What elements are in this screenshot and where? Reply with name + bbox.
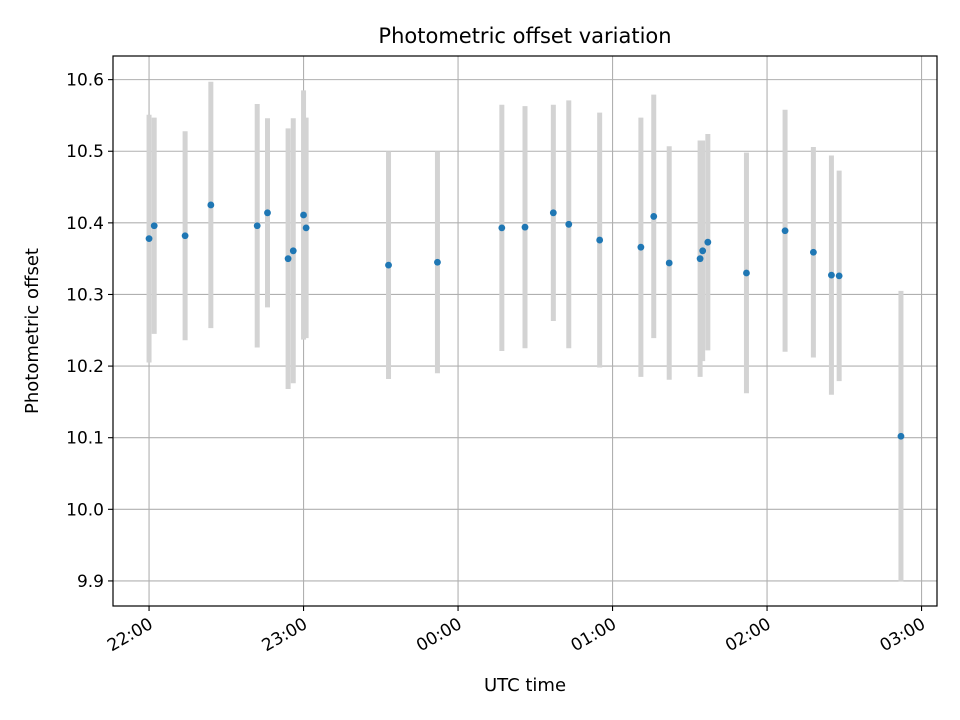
y-tick-label: 10.3 — [66, 285, 104, 305]
data-point — [521, 223, 529, 231]
data-point — [284, 255, 292, 263]
data-point — [181, 232, 189, 240]
data-point — [696, 255, 704, 263]
x-axis-label: UTC time — [484, 675, 566, 696]
data-point — [835, 272, 843, 280]
data-point — [385, 261, 392, 269]
data-point — [253, 222, 261, 230]
data-point — [145, 235, 153, 243]
x-tick-label: 22:00 — [104, 614, 156, 656]
data-point — [897, 432, 905, 440]
data-point — [302, 224, 310, 232]
data-point — [150, 222, 158, 230]
data-point — [549, 209, 557, 217]
chart-title: Photometric offset variation — [378, 24, 671, 48]
data-point — [650, 213, 658, 220]
data-point — [828, 271, 835, 279]
y-axis-label: Photometric offset — [22, 248, 43, 414]
y-tick-label: 10.4 — [66, 214, 104, 234]
data-point — [699, 247, 707, 255]
x-tick-label: 00:00 — [413, 614, 465, 656]
data-point — [743, 269, 750, 277]
y-tick-label: 10.0 — [66, 500, 104, 520]
data-point — [781, 227, 789, 235]
x-tick-label: 02:00 — [722, 614, 774, 656]
y-tick-label: 10.5 — [66, 142, 104, 162]
data-point — [565, 220, 573, 228]
plot-frame — [112, 55, 938, 607]
y-tick-label: 10.6 — [66, 71, 104, 91]
data-point — [207, 201, 215, 209]
data-point — [434, 258, 441, 266]
data-point — [300, 211, 307, 219]
data-point — [289, 247, 297, 255]
data-point — [264, 209, 271, 217]
y-tick-label: 9.9 — [77, 572, 104, 592]
data-points — [145, 201, 905, 440]
data-point — [810, 248, 817, 256]
x-tick-label: 01:00 — [568, 614, 620, 656]
data-point — [637, 243, 645, 251]
y-tick-label: 10.2 — [66, 357, 104, 377]
x-tick-label: 03:00 — [877, 614, 929, 656]
data-point — [704, 238, 712, 246]
data-point — [665, 259, 673, 267]
data-point — [596, 236, 604, 244]
y-tick-label: 10.1 — [66, 429, 104, 449]
x-tick-label: 23:00 — [259, 614, 311, 656]
data-point — [498, 224, 506, 232]
